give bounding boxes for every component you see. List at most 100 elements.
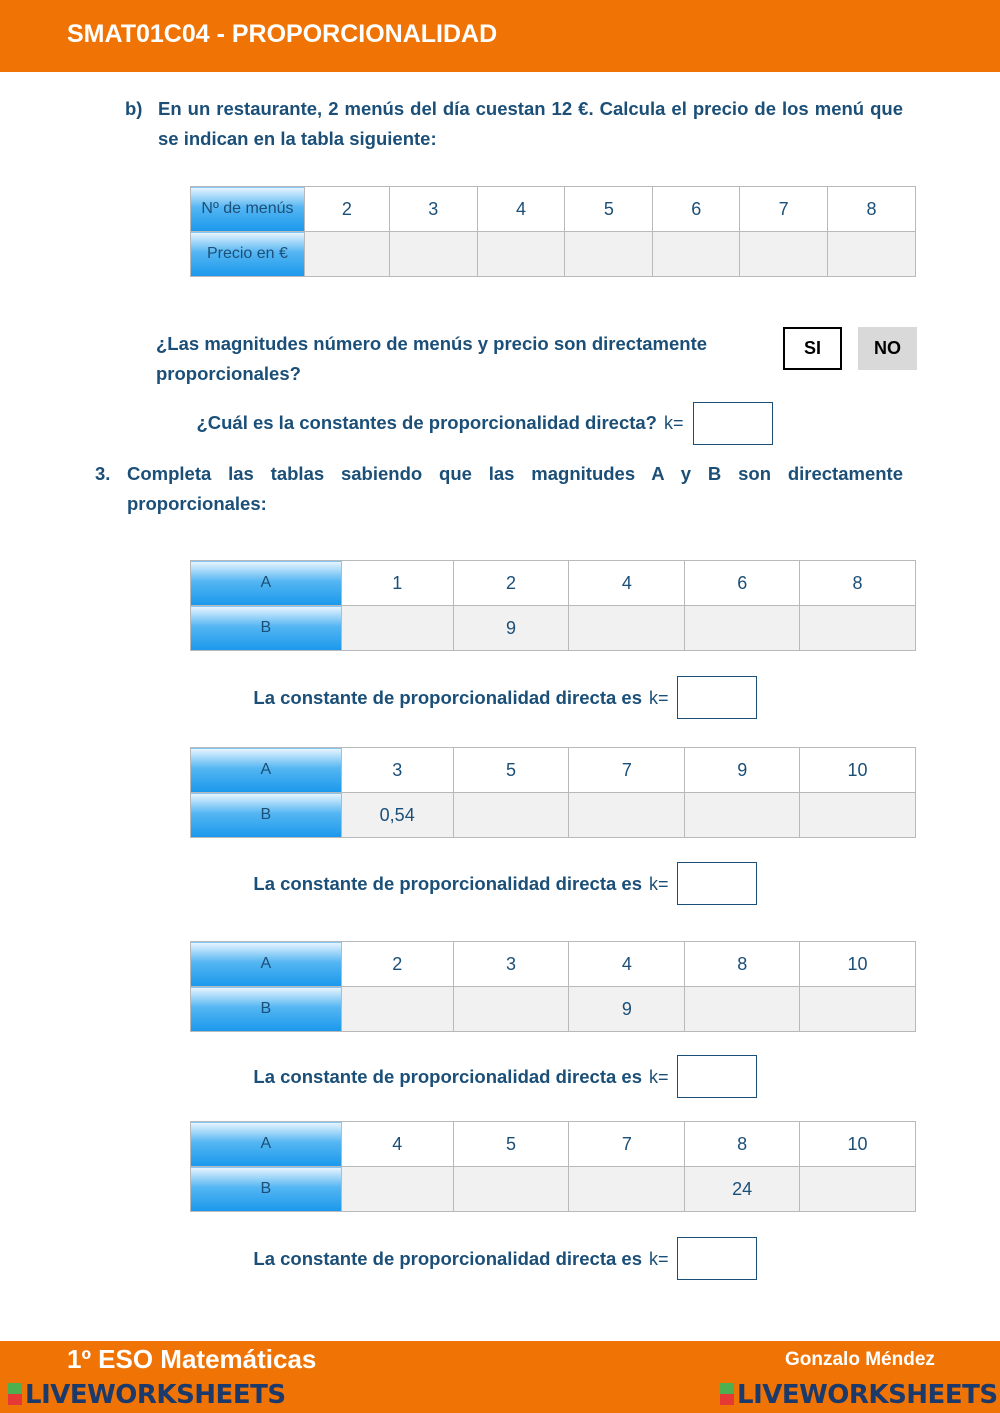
a-cell: 5 [452, 747, 570, 793]
b-cell[interactable] [799, 792, 916, 838]
a-cell: 3 [452, 941, 570, 987]
menus-cell: 8 [827, 186, 916, 232]
a-cell: 4 [340, 1121, 454, 1167]
row-header-b: B [190, 986, 342, 1032]
b-cell[interactable] [799, 986, 916, 1032]
k-label: k= [664, 413, 684, 433]
a-cell: 2 [452, 560, 570, 606]
b-cell[interactable] [452, 792, 570, 838]
part-b-label: b) [125, 98, 143, 119]
a-cell: 8 [684, 1121, 801, 1167]
k-input[interactable] [677, 676, 757, 719]
row-header-b: B [190, 605, 342, 651]
page-title: SMAT01C04 - PROPORCIONALIDAD [67, 20, 498, 48]
menus-cell: 5 [564, 186, 654, 232]
price-input-cell[interactable] [303, 231, 390, 277]
a-cell: 10 [799, 941, 916, 987]
si-button[interactable]: SI [783, 327, 842, 370]
a-cell: 7 [568, 1121, 686, 1167]
liveworksheets-logo: LIVEWORKSHEETS [720, 1380, 998, 1410]
a-cell: 5 [452, 1121, 570, 1167]
a-cell: 4 [568, 560, 686, 606]
a-cell: 7 [568, 747, 686, 793]
b-cell[interactable] [452, 986, 570, 1032]
k-statement: La constante de proporcionalidad directa… [253, 1066, 642, 1087]
row-header-b: B [190, 1166, 342, 1212]
price-input-cell[interactable] [564, 231, 654, 277]
a-cell: 2 [340, 941, 454, 987]
k-label: k= [649, 1249, 669, 1269]
k-statement: La constante de proporcionalidad directa… [253, 687, 642, 708]
a-cell: 10 [799, 747, 916, 793]
ab-table: A 4 5 7 8 10 B 24 [190, 1121, 916, 1212]
b-cell[interactable] [684, 792, 801, 838]
header-bar: SMAT01C04 - PROPORCIONALIDAD [0, 0, 1000, 72]
footer-course: 1º ESO Matemáticas [67, 1344, 317, 1374]
b-cell[interactable] [799, 605, 916, 651]
k-statement: La constante de proporcionalidad directa… [253, 873, 642, 894]
footer-bar: 1º ESO Matemáticas Gonzalo Méndez LIVEWO… [0, 1341, 1000, 1413]
ab-table: A 3 5 7 9 10 B 0,54 [190, 747, 916, 838]
b-cell[interactable] [684, 986, 801, 1032]
footer-author: Gonzalo Méndez [785, 1349, 935, 1370]
part-b-statement: En un restaurante, 2 menús del día cuest… [158, 98, 903, 149]
row-header-a: A [190, 747, 342, 793]
k-label: k= [649, 688, 669, 708]
b-cell: 24 [684, 1166, 801, 1212]
k-input[interactable] [693, 402, 773, 445]
price-input-cell[interactable] [739, 231, 829, 277]
k-input[interactable] [677, 862, 757, 905]
exercise-3-text: Completa las tablas sabiendo que las mag… [127, 459, 903, 519]
menus-cell: 4 [476, 186, 566, 232]
k-input[interactable] [677, 1055, 757, 1098]
a-cell: 6 [684, 560, 801, 606]
row-header-b: B [190, 792, 342, 838]
price-input-cell[interactable] [476, 231, 566, 277]
a-cell: 8 [799, 560, 916, 606]
exercise-3-statement: Completa las tablas sabiendo que las mag… [127, 463, 903, 514]
b-cell[interactable] [799, 1166, 916, 1212]
question-constant: ¿Cuál es la constantes de proporcionalid… [196, 412, 657, 433]
row-header-a: A [190, 1121, 342, 1167]
b-cell[interactable] [568, 792, 686, 838]
b-cell[interactable] [340, 1166, 454, 1212]
k-label: k= [649, 874, 669, 894]
price-input-cell[interactable] [827, 231, 916, 277]
k-label: k= [649, 1067, 669, 1087]
menus-table: Nº de menús 2 3 4 5 6 7 8 Precio en € [190, 186, 916, 277]
b-cell[interactable] [568, 605, 686, 651]
b-cell: 0,54 [340, 792, 454, 838]
a-cell: 3 [340, 747, 454, 793]
menus-cell: 3 [388, 186, 478, 232]
menus-cell: 6 [652, 186, 741, 232]
b-cell: 9 [452, 605, 570, 651]
menus-cell: 7 [739, 186, 829, 232]
price-input-cell[interactable] [388, 231, 478, 277]
b-cell: 9 [568, 986, 686, 1032]
liveworksheets-logo: LIVEWORKSHEETS [8, 1380, 286, 1410]
row-header-price: Precio en € [190, 231, 305, 277]
a-cell: 4 [568, 941, 686, 987]
ab-table: A 2 3 4 8 10 B 9 [190, 941, 916, 1032]
row-header-a: A [190, 560, 342, 606]
b-cell[interactable] [340, 605, 454, 651]
b-cell[interactable] [568, 1166, 686, 1212]
exercise-3-number: 3. [95, 463, 111, 484]
b-cell[interactable] [340, 986, 454, 1032]
row-header-a: A [190, 941, 342, 987]
b-cell[interactable] [684, 605, 801, 651]
a-cell: 9 [684, 747, 801, 793]
a-cell: 1 [340, 560, 454, 606]
price-input-cell[interactable] [652, 231, 741, 277]
k-statement: La constante de proporcionalidad directa… [253, 1248, 642, 1269]
k-input[interactable] [677, 1237, 757, 1280]
b-cell[interactable] [452, 1166, 570, 1212]
a-cell: 8 [684, 941, 801, 987]
a-cell: 10 [799, 1121, 916, 1167]
question-proportional: ¿Las magnitudes número de menús y precio… [156, 333, 708, 384]
no-button[interactable]: NO [858, 327, 917, 370]
row-header-menus: Nº de menús [190, 186, 305, 232]
menus-cell: 2 [303, 186, 390, 232]
part-b-text: En un restaurante, 2 menús del día cuest… [158, 94, 903, 154]
